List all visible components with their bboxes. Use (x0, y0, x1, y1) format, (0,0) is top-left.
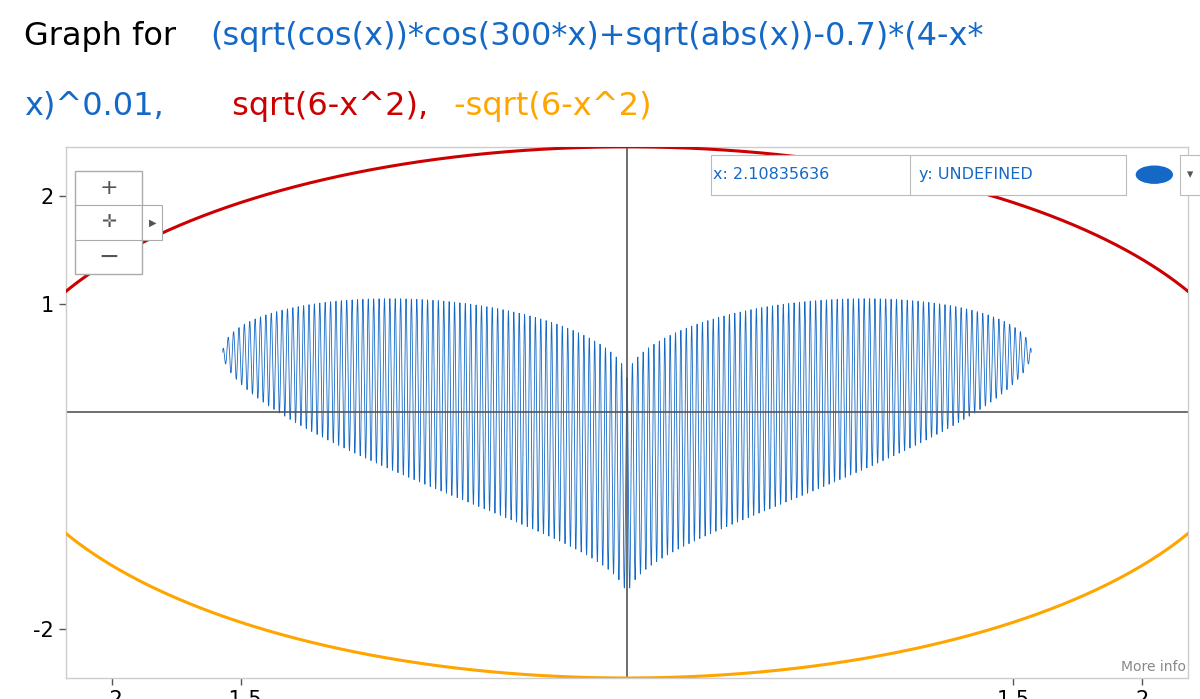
FancyBboxPatch shape (1180, 154, 1200, 194)
Text: (sqrt(cos(x))*cos(300*x)+sqrt(abs(x))-0.7)*(4-x*: (sqrt(cos(x))*cos(300*x)+sqrt(abs(x))-0.… (210, 21, 984, 52)
Circle shape (1136, 166, 1172, 183)
Text: x: 2.10835636: x: 2.10835636 (713, 167, 829, 182)
Text: ▾: ▾ (1187, 168, 1193, 181)
Text: y: UNDEFINED: y: UNDEFINED (919, 167, 1032, 182)
Text: +: + (100, 178, 118, 198)
Text: More info: More info (1121, 660, 1186, 674)
Text: -sqrt(6-x^2): -sqrt(6-x^2) (444, 91, 652, 122)
FancyBboxPatch shape (143, 206, 162, 240)
FancyBboxPatch shape (74, 171, 143, 274)
Text: sqrt(6-x^2),: sqrt(6-x^2), (222, 91, 428, 122)
Text: ▶: ▶ (149, 217, 156, 227)
Text: ✛: ✛ (101, 213, 116, 231)
FancyBboxPatch shape (712, 154, 1127, 194)
Text: −: − (98, 245, 119, 269)
Text: Graph for: Graph for (24, 21, 186, 52)
Text: x)^0.01,: x)^0.01, (24, 91, 163, 122)
